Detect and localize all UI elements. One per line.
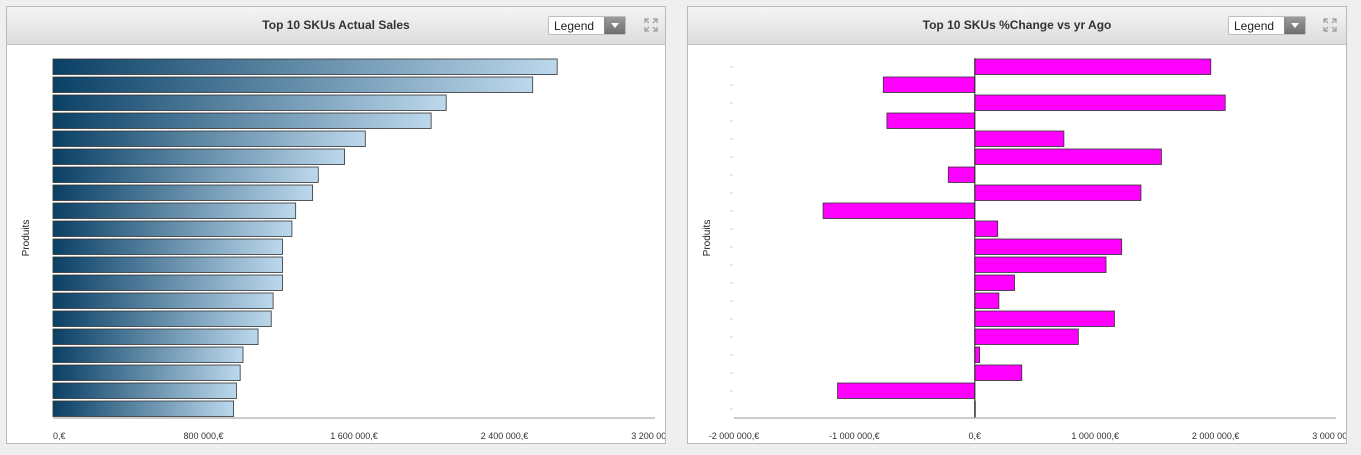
- bar[interactable]: [52, 112, 432, 129]
- bar[interactable]: [52, 364, 241, 381]
- pct-change-chart: Produits -2 000 000,€ -1 000 000,€ 0,€ 1 000…: [702, 58, 1346, 441]
- bar[interactable]: [974, 328, 1079, 345]
- x-tick-label: 0,€: [969, 431, 982, 441]
- y-axis-label: Produits: [702, 220, 713, 257]
- bar[interactable]: [974, 130, 1065, 147]
- legend-dropdown[interactable]: Legend: [1228, 16, 1306, 35]
- bar[interactable]: [974, 238, 1123, 255]
- bar[interactable]: [52, 292, 274, 309]
- expand-icon[interactable]: [644, 18, 658, 32]
- bar[interactable]: [52, 274, 283, 291]
- x-tick-label: 800 000,€: [183, 431, 223, 441]
- bar[interactable]: [52, 310, 272, 327]
- bar[interactable]: [52, 94, 447, 111]
- bar[interactable]: [974, 364, 1023, 381]
- actual-sales-panel: Top 10 SKUs Actual Sales Legend Produits…: [6, 6, 666, 444]
- x-tick-label: 2 000 000,€: [1192, 431, 1240, 441]
- x-tick-label: -2 000 000,€: [709, 431, 760, 441]
- actual-sales-chart: Produits 0,€ 800 000,€ 1 600 000,€ 2 400 000…: [21, 58, 665, 441]
- bar[interactable]: [974, 292, 1000, 309]
- bar[interactable]: [52, 184, 314, 201]
- bar[interactable]: [974, 94, 1226, 111]
- x-tick-label: 3 200 000,€: [631, 431, 665, 441]
- bar[interactable]: [52, 58, 558, 75]
- bar[interactable]: [52, 382, 237, 399]
- bar[interactable]: [52, 202, 297, 219]
- bar[interactable]: [52, 220, 293, 237]
- x-tick-label: 1 600 000,€: [330, 431, 378, 441]
- bar[interactable]: [974, 220, 999, 237]
- bar[interactable]: [52, 238, 283, 255]
- bar[interactable]: [837, 382, 976, 399]
- bar[interactable]: [974, 184, 1142, 201]
- bar[interactable]: [947, 166, 976, 183]
- x-tick-label: 0,€: [53, 431, 66, 441]
- bar[interactable]: [52, 76, 534, 93]
- legend-dropdown-label: Legend: [1234, 19, 1275, 33]
- panel-header: Top 10 SKUs Actual Sales Legend: [7, 7, 665, 45]
- bar[interactable]: [974, 148, 1162, 165]
- bar[interactable]: [974, 256, 1107, 273]
- bar[interactable]: [974, 346, 981, 363]
- bar[interactable]: [52, 256, 283, 273]
- x-tick-label: 2 400 000,€: [481, 431, 529, 441]
- bar[interactable]: [886, 112, 976, 129]
- bar[interactable]: [52, 148, 345, 165]
- panel-header: Top 10 SKUs %Change vs yr Ago Legend: [688, 7, 1346, 45]
- bar[interactable]: [52, 166, 319, 183]
- panel-title: Top 10 SKUs %Change vs yr Ago: [922, 18, 1112, 32]
- legend-dropdown-label: Legend: [554, 19, 595, 33]
- expand-icon[interactable]: [1323, 18, 1337, 32]
- bar[interactable]: [974, 58, 1212, 75]
- bar[interactable]: [52, 328, 259, 345]
- x-tick-label: 3 000 000,€: [1312, 431, 1346, 441]
- pct-change-panel: Top 10 SKUs %Change vs yr Ago Legend Pro…: [687, 6, 1347, 444]
- y-axis-label: Produits: [21, 220, 32, 257]
- chevron-down-icon[interactable]: [1284, 17, 1305, 34]
- bar[interactable]: [52, 400, 235, 417]
- bar[interactable]: [882, 76, 976, 93]
- x-tick-label: -1 000 000,€: [829, 431, 880, 441]
- x-tick-label: 1 000 000,€: [1071, 431, 1119, 441]
- chevron-down-icon[interactable]: [604, 17, 625, 34]
- panel-title: Top 10 SKUs Actual Sales: [262, 18, 410, 32]
- bar[interactable]: [974, 310, 1115, 327]
- bar[interactable]: [974, 274, 1015, 291]
- legend-dropdown[interactable]: Legend: [548, 16, 626, 35]
- bar[interactable]: [52, 130, 366, 147]
- bar[interactable]: [822, 202, 976, 219]
- bar[interactable]: [52, 346, 244, 363]
